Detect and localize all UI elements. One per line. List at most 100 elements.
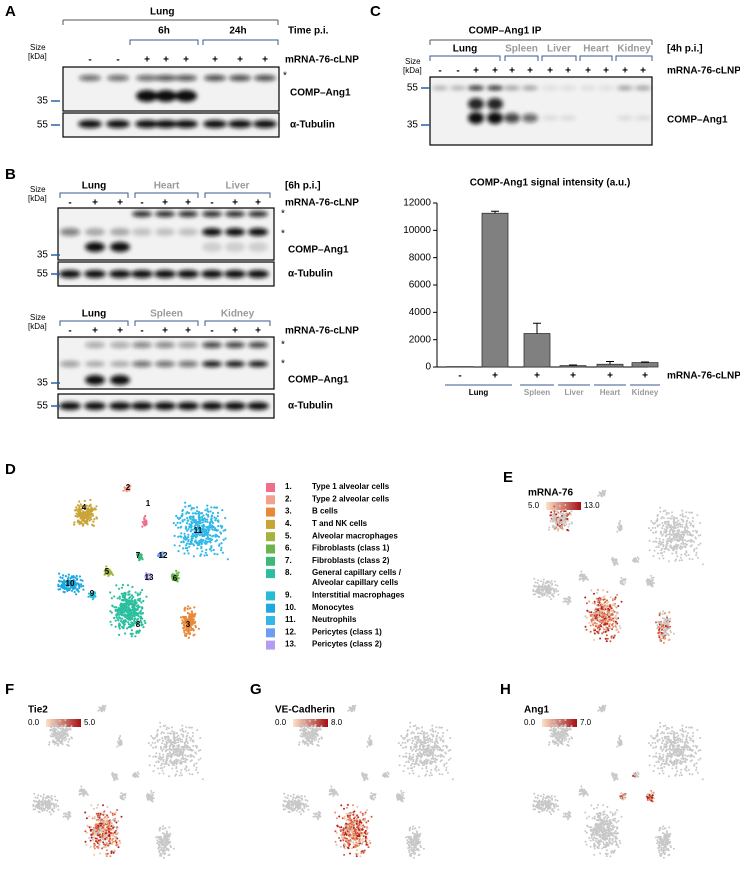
legend-label: Fibroblasts (class 2) bbox=[312, 556, 390, 565]
cell-dot bbox=[123, 606, 126, 610]
cell-dot bbox=[661, 522, 664, 525]
cell-dot bbox=[538, 592, 541, 595]
cell-dot bbox=[558, 504, 561, 507]
cell-dot bbox=[188, 623, 191, 626]
cell-dot bbox=[44, 797, 47, 800]
cell-dot bbox=[75, 506, 78, 509]
cell-dot bbox=[656, 624, 659, 627]
cell-dot bbox=[675, 548, 678, 550]
cell-dot bbox=[162, 856, 165, 859]
cell-dot bbox=[671, 515, 674, 518]
cell-dot bbox=[66, 818, 69, 821]
band bbox=[468, 112, 484, 124]
cell-dot bbox=[114, 625, 117, 628]
cell-dot bbox=[217, 519, 220, 522]
cell-dot bbox=[89, 828, 92, 831]
cell-dot bbox=[658, 614, 661, 616]
band bbox=[635, 86, 651, 90]
cell-dot bbox=[602, 622, 604, 625]
cell-dot bbox=[191, 749, 194, 752]
y-tick-label: 4000 bbox=[409, 307, 432, 318]
cell-dot bbox=[650, 577, 653, 580]
cell-dot bbox=[92, 838, 94, 841]
cell-dot bbox=[105, 849, 108, 852]
cell-dot bbox=[184, 768, 186, 771]
cell-dot bbox=[114, 817, 117, 820]
cell-dot bbox=[172, 522, 175, 525]
cell-dot bbox=[550, 598, 553, 601]
label: COMP–Ang1 bbox=[290, 88, 351, 99]
bracket bbox=[59, 192, 129, 198]
cell-dot bbox=[217, 525, 220, 528]
cell-dot bbox=[658, 631, 661, 634]
cell-dot bbox=[190, 759, 193, 762]
cell-dot bbox=[550, 511, 553, 514]
cell-dot bbox=[166, 757, 169, 760]
bar bbox=[596, 363, 624, 368]
cell-dot bbox=[189, 753, 192, 756]
cell-dot bbox=[306, 725, 309, 728]
cell-dot bbox=[63, 587, 66, 591]
cell-dot bbox=[57, 733, 60, 736]
cell-dot bbox=[544, 591, 547, 594]
cell-dot bbox=[557, 590, 560, 592]
cell-dot bbox=[208, 524, 211, 527]
cell-dot bbox=[104, 834, 107, 837]
cell-dot bbox=[187, 536, 190, 539]
cell-dot bbox=[123, 624, 126, 627]
band bbox=[155, 90, 177, 102]
cell-dot bbox=[584, 596, 587, 599]
cell-dot bbox=[133, 619, 136, 623]
cell-dot bbox=[137, 606, 140, 609]
cell-dot bbox=[117, 820, 120, 822]
cell-dot bbox=[70, 589, 74, 592]
cell-dot bbox=[166, 732, 169, 735]
cell-dot bbox=[222, 529, 225, 532]
cell-dot bbox=[135, 630, 138, 633]
cell-dot bbox=[131, 585, 134, 589]
cell-dot bbox=[136, 623, 139, 626]
cell-dot bbox=[671, 526, 674, 529]
cell-dot bbox=[551, 593, 554, 596]
cell-dot bbox=[619, 520, 622, 522]
cell-dot bbox=[160, 764, 163, 767]
cell-dot bbox=[106, 842, 109, 844]
cell-dot bbox=[139, 557, 142, 560]
feature-title: VE-Cadherin bbox=[275, 705, 335, 716]
bands bbox=[60, 211, 268, 252]
cell-dot bbox=[89, 498, 92, 502]
cell-dot bbox=[655, 540, 658, 543]
cell-dot bbox=[119, 842, 122, 844]
cell-dot bbox=[188, 523, 191, 526]
cell-dot bbox=[65, 732, 68, 735]
legend-label: Fibroblasts (class 1) bbox=[312, 544, 390, 553]
cell-dot bbox=[49, 803, 52, 806]
cell-dot bbox=[187, 620, 190, 624]
cell-dot bbox=[105, 817, 108, 820]
cell-dot bbox=[75, 574, 78, 578]
group-label: Liver bbox=[547, 44, 571, 55]
cell-dot bbox=[610, 610, 613, 613]
cell-dot bbox=[562, 516, 565, 519]
cell-dot bbox=[553, 580, 556, 583]
cell-dot bbox=[221, 551, 224, 554]
cell-dot bbox=[204, 551, 207, 554]
cell-dot bbox=[312, 737, 315, 740]
cell-dot bbox=[660, 639, 663, 642]
cell-dot bbox=[74, 576, 77, 579]
cell-dot bbox=[103, 573, 106, 576]
cell-dot bbox=[667, 620, 670, 623]
label: COMP–Ang1 bbox=[288, 245, 349, 256]
cell-dot bbox=[50, 813, 53, 816]
cell-dot bbox=[86, 520, 89, 523]
cell-dot bbox=[178, 748, 181, 751]
cell-dot bbox=[544, 582, 547, 585]
cell-dot bbox=[43, 799, 46, 802]
cell-dot bbox=[206, 504, 209, 507]
label: 24h bbox=[229, 26, 246, 37]
cell-dot bbox=[36, 802, 39, 805]
label: * bbox=[281, 209, 285, 220]
cell-dot bbox=[657, 552, 660, 555]
cell-dot bbox=[78, 584, 81, 587]
cell-dot bbox=[170, 732, 173, 735]
